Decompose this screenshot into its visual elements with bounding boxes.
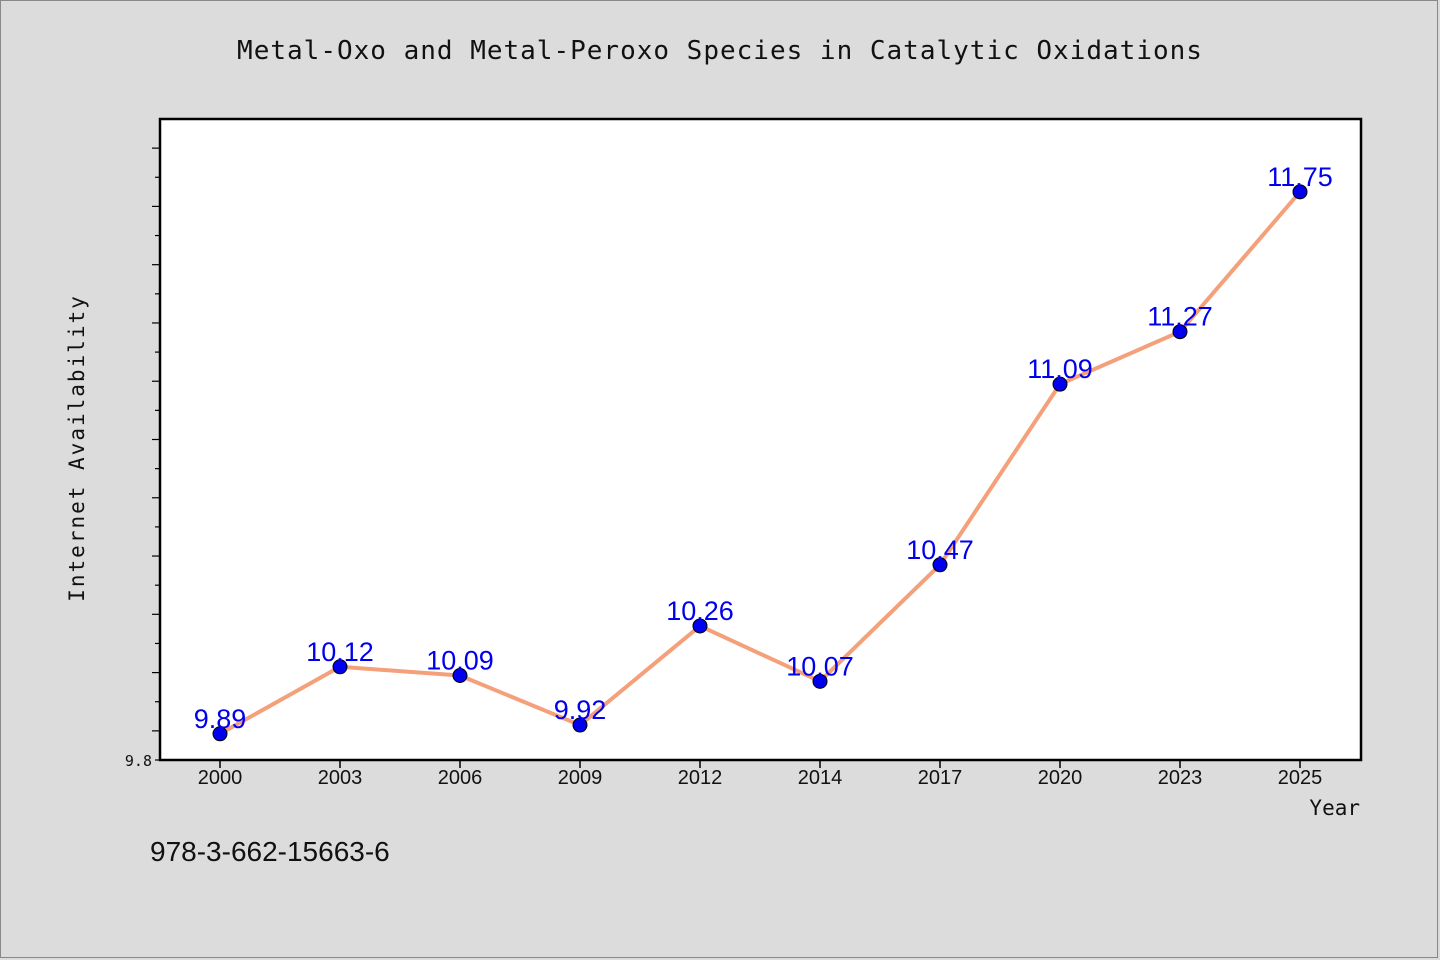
x-tick-label: 2006 — [438, 767, 483, 789]
data-point — [212, 726, 228, 742]
data-point — [1292, 184, 1308, 200]
data-label: 11.27 — [1147, 302, 1213, 332]
x-axis-label: Year — [1309, 796, 1360, 820]
chart-title: Metal-Oxo and Metal-Peroxo Species in Ca… — [237, 36, 1203, 66]
data-point — [812, 673, 828, 689]
x-tick-label: 2009 — [558, 767, 603, 789]
data-point — [332, 659, 348, 675]
data-label: 9.92 — [554, 695, 607, 725]
data-point — [572, 717, 588, 733]
data-label: 11.75 — [1267, 162, 1333, 192]
data-label: 11.09 — [1027, 354, 1093, 384]
x-tick-label: 2000 — [198, 767, 243, 789]
data-point — [1052, 376, 1068, 392]
data-point — [692, 618, 708, 634]
x-tick-label: 2023 — [1158, 767, 1203, 789]
x-tick-label: 2025 — [1278, 767, 1323, 789]
data-label: 10.07 — [786, 651, 854, 681]
x-tick-label: 2003 — [318, 767, 363, 789]
data-label: 10.26 — [666, 596, 734, 626]
isbn-text: 978-3-662-15663-6 — [150, 836, 390, 867]
y-tick-label: 9.8 — [125, 752, 152, 770]
x-tick-label: 2012 — [678, 767, 723, 789]
data-label: 10.12 — [306, 637, 374, 667]
x-tick-label: 2017 — [918, 767, 963, 789]
data-label: 10.47 — [906, 535, 974, 565]
x-tick-label: 2014 — [798, 767, 843, 789]
x-tick-label: 2020 — [1038, 767, 1083, 789]
data-label: 9.89 — [194, 704, 247, 734]
data-point — [932, 557, 948, 573]
data-point — [452, 668, 468, 684]
data-label: 10.09 — [426, 646, 494, 676]
data-point — [1172, 324, 1188, 340]
series-line — [219, 190, 1302, 736]
